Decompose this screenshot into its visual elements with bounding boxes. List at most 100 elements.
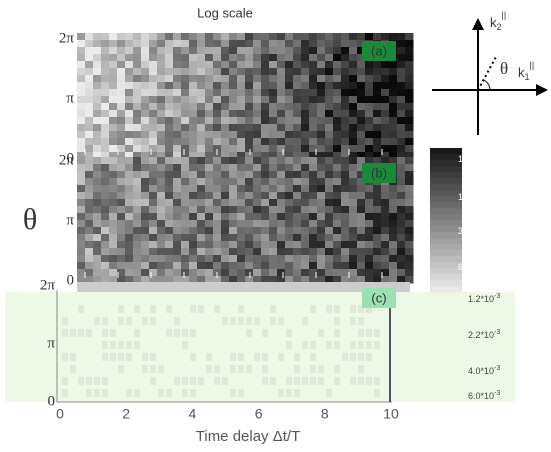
heatmap-cell bbox=[237, 110, 246, 118]
heatmap-cell bbox=[125, 89, 134, 97]
heatmap-cell bbox=[189, 103, 198, 111]
heatmap-cell bbox=[221, 241, 230, 249]
heatmap-cell bbox=[301, 103, 310, 111]
heatmap-cell bbox=[189, 220, 198, 228]
heatmap-cell bbox=[189, 152, 198, 160]
heatmap-cell bbox=[277, 213, 286, 221]
heatmap-cell bbox=[285, 248, 294, 256]
heatmap-cell bbox=[149, 255, 158, 263]
heatmap-cell bbox=[357, 157, 366, 165]
heatmap-cell bbox=[325, 269, 334, 277]
heatmap-cell bbox=[101, 40, 110, 48]
colorbar-step bbox=[430, 268, 462, 275]
heatmap-cell bbox=[117, 138, 126, 146]
heatmap-cell bbox=[253, 103, 262, 111]
heatmap-cell bbox=[381, 152, 390, 160]
heatmap-cell bbox=[285, 234, 294, 242]
faint-cell bbox=[110, 341, 116, 349]
heatmap-cell bbox=[133, 124, 142, 132]
heatmap-cell bbox=[133, 199, 142, 207]
heatmap-cell bbox=[181, 248, 190, 256]
faint-cell bbox=[366, 353, 372, 361]
heatmap-cell bbox=[133, 241, 142, 249]
heatmap-cell bbox=[189, 82, 198, 90]
heatmap-cell bbox=[349, 241, 358, 249]
heatmap-cell bbox=[197, 164, 206, 172]
heatmap-cell bbox=[261, 255, 270, 263]
heatmap-cell bbox=[93, 262, 102, 270]
heatmap-cell bbox=[197, 157, 206, 165]
heatmap-cell bbox=[205, 75, 214, 83]
heatmap-cell bbox=[229, 157, 238, 165]
faint-cell bbox=[222, 377, 228, 385]
heatmap-cell bbox=[189, 185, 198, 193]
heatmap-cell bbox=[349, 54, 358, 62]
heatmap-cell bbox=[237, 262, 246, 270]
heatmap-cell bbox=[325, 61, 334, 69]
heatmap-cell bbox=[253, 82, 262, 90]
heatmap-cell bbox=[93, 82, 102, 90]
heatmap-cell bbox=[405, 145, 414, 153]
heatmap-cell bbox=[373, 68, 382, 76]
heatmap-cell bbox=[197, 152, 206, 160]
heatmap-cell bbox=[397, 199, 406, 207]
heatmap-cell bbox=[181, 276, 190, 284]
heatmap-cell bbox=[125, 248, 134, 256]
heatmap-cell bbox=[213, 178, 222, 186]
heatmap-cell bbox=[405, 199, 414, 207]
heatmap-cell bbox=[101, 103, 110, 111]
heatmap-cell bbox=[269, 164, 278, 172]
heatmap-cell bbox=[277, 68, 286, 76]
heatmap-cell bbox=[253, 54, 262, 62]
heatmap-cell bbox=[77, 220, 86, 228]
heatmap-cell bbox=[365, 269, 374, 277]
heatmap-cell bbox=[125, 241, 134, 249]
heatmap-cell bbox=[221, 61, 230, 69]
heatmap-cell bbox=[205, 138, 214, 146]
heatmap-cell bbox=[293, 110, 302, 118]
heatmap-cell bbox=[197, 131, 206, 139]
heatmap-cell bbox=[85, 89, 94, 97]
heatmap-cell bbox=[141, 103, 150, 111]
heatmap-cell bbox=[253, 220, 262, 228]
heatmap-cell bbox=[197, 110, 206, 118]
heatmap-cell bbox=[165, 138, 174, 146]
heatmap-cell bbox=[205, 40, 214, 48]
heatmap-cell bbox=[333, 248, 342, 256]
heatmap-cell bbox=[181, 164, 190, 172]
heatmap-cell bbox=[213, 131, 222, 139]
y-tick-label: π bbox=[66, 90, 74, 106]
figure-title: Log scale bbox=[197, 5, 253, 20]
heatmap-cell bbox=[181, 199, 190, 207]
heatmap-cell bbox=[277, 255, 286, 263]
faint-cell bbox=[358, 353, 364, 361]
heatmap-cell bbox=[357, 164, 366, 172]
heatmap-cell bbox=[237, 199, 246, 207]
heatmap-cell bbox=[237, 220, 246, 228]
heatmap-cell bbox=[101, 185, 110, 193]
heatmap-cell bbox=[309, 145, 318, 153]
heatmap-cell bbox=[141, 227, 150, 235]
heatmap-cell bbox=[205, 185, 214, 193]
heatmap-cell bbox=[325, 75, 334, 83]
heatmap-cell bbox=[141, 82, 150, 90]
heatmap-cell bbox=[85, 185, 94, 193]
heatmap-cell bbox=[293, 96, 302, 104]
heatmap-cell bbox=[365, 96, 374, 104]
heatmap-cell bbox=[397, 234, 406, 242]
heatmap-cell bbox=[221, 227, 230, 235]
heatmap-cell bbox=[181, 192, 190, 200]
heatmap-cell bbox=[245, 192, 254, 200]
heatmap-cell bbox=[101, 241, 110, 249]
heatmap-cell bbox=[373, 152, 382, 160]
heatmap-cell bbox=[405, 89, 414, 97]
heatmap-cell bbox=[253, 248, 262, 256]
heatmap-cell bbox=[261, 241, 270, 249]
x-tick-label: 10 bbox=[383, 406, 399, 422]
faint-cell bbox=[326, 341, 332, 349]
heatmap-cell bbox=[373, 206, 382, 214]
heatmap-cell bbox=[221, 171, 230, 179]
heatmap-cell bbox=[397, 47, 406, 55]
heatmap-cell bbox=[349, 227, 358, 235]
faint-cell bbox=[62, 377, 68, 385]
